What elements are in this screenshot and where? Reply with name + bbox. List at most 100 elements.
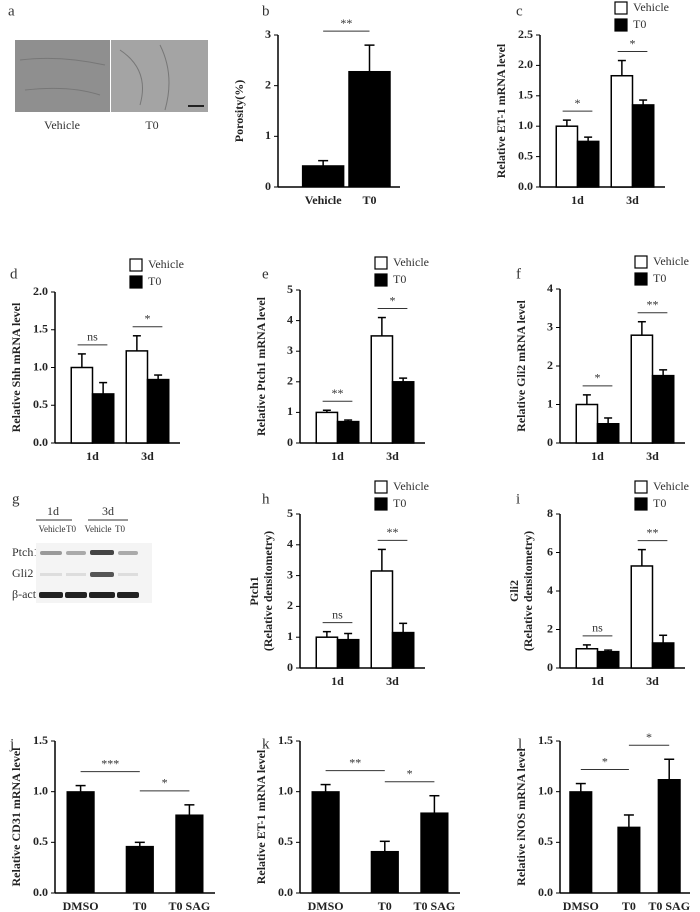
x-tick-label: 3d xyxy=(386,674,399,688)
y-axis-label: Relative CD31 mRNA level xyxy=(9,747,23,887)
y-tick-label: 1.0 xyxy=(33,783,48,797)
legend-label: T0 xyxy=(653,271,666,285)
lane-label: T0 xyxy=(66,524,76,534)
legend-label: T0 xyxy=(393,496,406,510)
legend-swatch xyxy=(634,272,648,286)
bar xyxy=(575,403,599,444)
y-tick-label: 4 xyxy=(547,583,553,597)
bar xyxy=(576,140,600,188)
significance-label: * xyxy=(162,776,168,790)
y-tick-label: 0.5 xyxy=(33,397,48,411)
y-axis-label: (Relative densitometry) xyxy=(261,531,275,651)
x-tick-label: T0 xyxy=(622,899,636,912)
panel-letter: a xyxy=(8,3,15,19)
y-axis-label: Relative ET-1 mRNA level xyxy=(254,749,268,884)
panel-letter: b xyxy=(262,3,270,19)
texture xyxy=(19,44,170,111)
y-axis-label: Relative Gli2 mRNA level xyxy=(514,300,528,432)
legend-swatch xyxy=(129,275,143,289)
y-tick-label: 2.0 xyxy=(33,284,48,298)
bar xyxy=(651,374,675,444)
panel-letter: g xyxy=(12,491,20,507)
y-tick-label: 2 xyxy=(287,598,293,612)
significance-label: * xyxy=(595,371,601,385)
panel-letter: d xyxy=(10,266,18,282)
significance-label: ns xyxy=(592,621,603,635)
x-tick-label: DMSO xyxy=(63,899,99,912)
y-axis-label: Relative ET-1 mRNA level xyxy=(494,43,508,178)
bar xyxy=(175,814,204,894)
legend-swatch xyxy=(614,1,628,15)
x-tick-label: T0 SAG xyxy=(414,899,456,912)
x-tick-label: 1d xyxy=(331,674,344,688)
significance-label: ** xyxy=(647,525,659,539)
x-tick-label: 3d xyxy=(386,449,399,463)
bar xyxy=(336,420,360,444)
y-tick-label: 4 xyxy=(287,537,293,551)
x-tick-label: 1d xyxy=(591,449,604,463)
bar xyxy=(630,334,654,444)
y-tick-label: 1 xyxy=(547,396,553,410)
lane-label: Vehicle xyxy=(85,524,112,534)
significance-label: * xyxy=(646,730,652,744)
significance-label: ** xyxy=(387,525,399,539)
significance-label: * xyxy=(407,766,413,780)
y-tick-label: 1.5 xyxy=(538,733,553,747)
y-tick-label: 0.0 xyxy=(33,435,48,449)
panel-letter: k xyxy=(262,736,270,752)
bar xyxy=(70,366,94,444)
legend-swatch xyxy=(634,255,648,269)
y-tick-label: 1.0 xyxy=(538,783,553,797)
y-axis-label: Relative iNOS mRNA level xyxy=(514,748,528,886)
legend-label: T0 xyxy=(633,17,646,31)
panel-letter: i xyxy=(516,491,520,507)
x-tick-label: 1d xyxy=(331,449,344,463)
significance-label: * xyxy=(602,754,608,768)
bar xyxy=(370,850,399,894)
x-tick-label: 1d xyxy=(86,449,99,463)
protein-label: Ptch1 xyxy=(12,545,39,559)
y-tick-label: 2 xyxy=(547,621,553,635)
blot-bands xyxy=(39,550,139,598)
y-axis-label: Ptch1 xyxy=(247,576,261,605)
bar xyxy=(610,74,634,188)
y-tick-label: 8 xyxy=(547,506,553,520)
bar xyxy=(569,791,593,894)
x-tick-label: DMSO xyxy=(308,899,344,912)
significance-label: * xyxy=(145,312,151,326)
bar xyxy=(311,791,340,894)
y-tick-label: 0 xyxy=(287,435,293,449)
y-axis-label: Relative Ptch1 mRNA level xyxy=(254,296,268,436)
panel-letter: j xyxy=(9,736,14,752)
legend-swatch xyxy=(374,480,388,494)
significance-label: ** xyxy=(647,297,659,311)
bar xyxy=(555,125,579,188)
bar xyxy=(125,350,149,444)
x-tick-label: T0 SAG xyxy=(169,899,211,912)
y-tick-label: 0 xyxy=(287,660,293,674)
y-axis-label: (Relative densitometry) xyxy=(521,531,535,651)
significance-label: ** xyxy=(349,755,361,769)
legend-label: Vehicle xyxy=(393,255,429,269)
bar xyxy=(596,650,620,669)
y-tick-label: 0 xyxy=(547,435,553,449)
panel-letter: l xyxy=(518,736,522,752)
y-tick-label: 1.5 xyxy=(518,88,533,102)
bar xyxy=(315,636,339,669)
legend-label: T0 xyxy=(653,496,666,510)
bar xyxy=(370,570,394,669)
bar xyxy=(596,423,620,444)
legend-swatch xyxy=(374,273,388,287)
x-tick-label: 3d xyxy=(141,449,154,463)
x-tick-label: Vehicle xyxy=(305,193,343,207)
y-tick-label: 2 xyxy=(547,358,553,372)
x-tick-label: T0 SAG xyxy=(648,899,690,912)
y-tick-label: 4 xyxy=(287,312,293,326)
bar xyxy=(657,779,681,894)
y-tick-label: 0.5 xyxy=(518,148,533,162)
legend-label: Vehicle xyxy=(653,254,689,268)
bar xyxy=(420,812,449,894)
y-tick-label: 1.0 xyxy=(518,118,533,132)
y-axis-label: Porosity(%) xyxy=(232,80,246,142)
